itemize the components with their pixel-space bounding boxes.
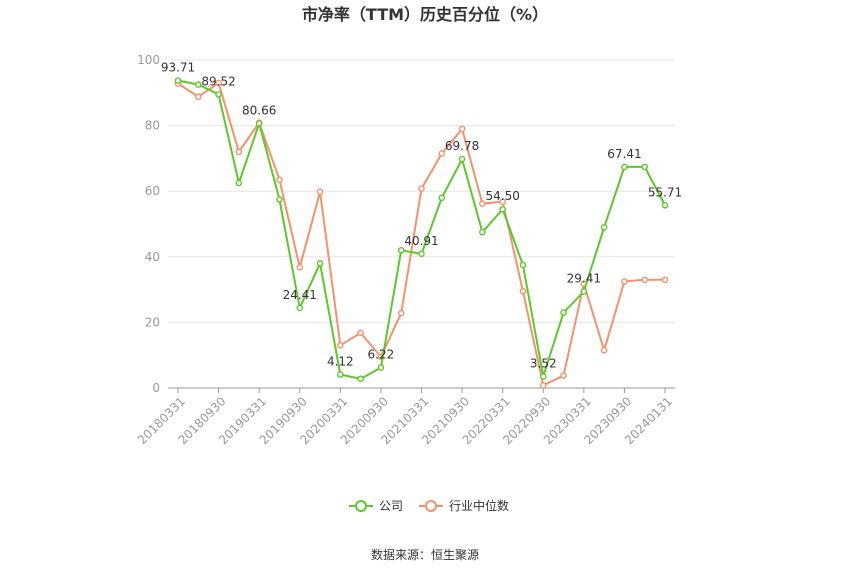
data-point xyxy=(215,79,222,87)
data-point xyxy=(438,194,446,202)
data-point xyxy=(580,288,588,295)
data-point xyxy=(194,93,202,101)
data-label: 54.50 xyxy=(485,189,519,203)
data-point xyxy=(458,125,466,133)
data-point xyxy=(235,179,243,187)
data-point xyxy=(539,382,547,389)
data-label: 69.78 xyxy=(445,139,479,153)
legend-marker xyxy=(355,500,367,512)
y-tick-label: 100 xyxy=(137,53,160,67)
data-point xyxy=(661,201,669,209)
data-point xyxy=(418,250,425,258)
data-point xyxy=(479,228,486,236)
legend-label: 行业中位数 xyxy=(449,498,509,513)
data-point xyxy=(276,196,283,203)
data-point xyxy=(621,278,628,285)
data-label: 4.12 xyxy=(327,354,354,368)
data-point xyxy=(357,375,364,383)
data-point xyxy=(600,223,608,231)
point-labels: 93.71 89.52 80.66 24.41 4.12 6.22 40.91 69.78 54… xyxy=(161,61,682,371)
data-point xyxy=(519,287,527,295)
data-point xyxy=(316,188,324,196)
data-label: 93.71 xyxy=(161,61,195,75)
data-label: 55.71 xyxy=(648,185,682,199)
data-label: 3.52 xyxy=(530,356,557,370)
data-point xyxy=(438,150,446,157)
data-point xyxy=(641,276,649,284)
data-label: 80.66 xyxy=(242,103,276,117)
y-tick-label: 40 xyxy=(145,250,160,264)
data-point xyxy=(458,155,466,163)
data-point xyxy=(519,261,527,269)
data-point xyxy=(377,364,385,371)
legend-item[interactable]: 公司 xyxy=(349,499,403,513)
data-point xyxy=(600,346,608,354)
data-point xyxy=(560,309,567,316)
y-tick-label: 0 xyxy=(152,381,160,395)
series-group xyxy=(174,77,669,389)
data-point xyxy=(276,176,283,184)
data-label: 6.22 xyxy=(368,348,395,362)
legend-label: 公司 xyxy=(379,499,403,513)
data-point xyxy=(418,185,425,192)
data-point xyxy=(479,200,486,207)
data-point xyxy=(174,77,182,84)
data-point xyxy=(539,373,547,380)
y-tick-label: 60 xyxy=(145,184,160,198)
data-point xyxy=(296,304,304,312)
data-label: 40.91 xyxy=(404,234,438,248)
data-point xyxy=(337,371,344,378)
data-point xyxy=(397,309,405,317)
data-point xyxy=(641,163,649,171)
data-point xyxy=(560,372,567,379)
y-tick-label: 80 xyxy=(145,119,160,133)
y-tick-label: 20 xyxy=(145,315,160,329)
chart-title: 市净率（TTM）历史百分位（%） xyxy=(302,5,548,24)
data-point xyxy=(215,91,222,98)
data-point xyxy=(235,148,243,156)
legend-marker xyxy=(425,500,438,512)
data-point xyxy=(621,163,628,171)
data-point xyxy=(316,260,324,267)
data-point xyxy=(499,198,506,205)
data-point xyxy=(337,342,344,349)
data-label: 24.41 xyxy=(283,288,317,302)
data-label: 67.41 xyxy=(607,147,641,161)
data-label: 89.52 xyxy=(201,74,235,88)
data-point xyxy=(296,263,304,271)
legend-item[interactable]: 行业中位数 xyxy=(419,498,509,513)
data-point xyxy=(357,329,364,337)
data-point xyxy=(255,120,263,127)
data-point xyxy=(661,276,669,284)
source-note: 数据来源：恒生聚源 xyxy=(371,547,479,562)
data-point xyxy=(194,81,202,88)
data-label: 29.41 xyxy=(567,272,601,286)
data-point xyxy=(499,205,506,213)
data-point xyxy=(397,246,405,254)
legend[interactable]: 公司 行业中位数 xyxy=(349,498,509,513)
